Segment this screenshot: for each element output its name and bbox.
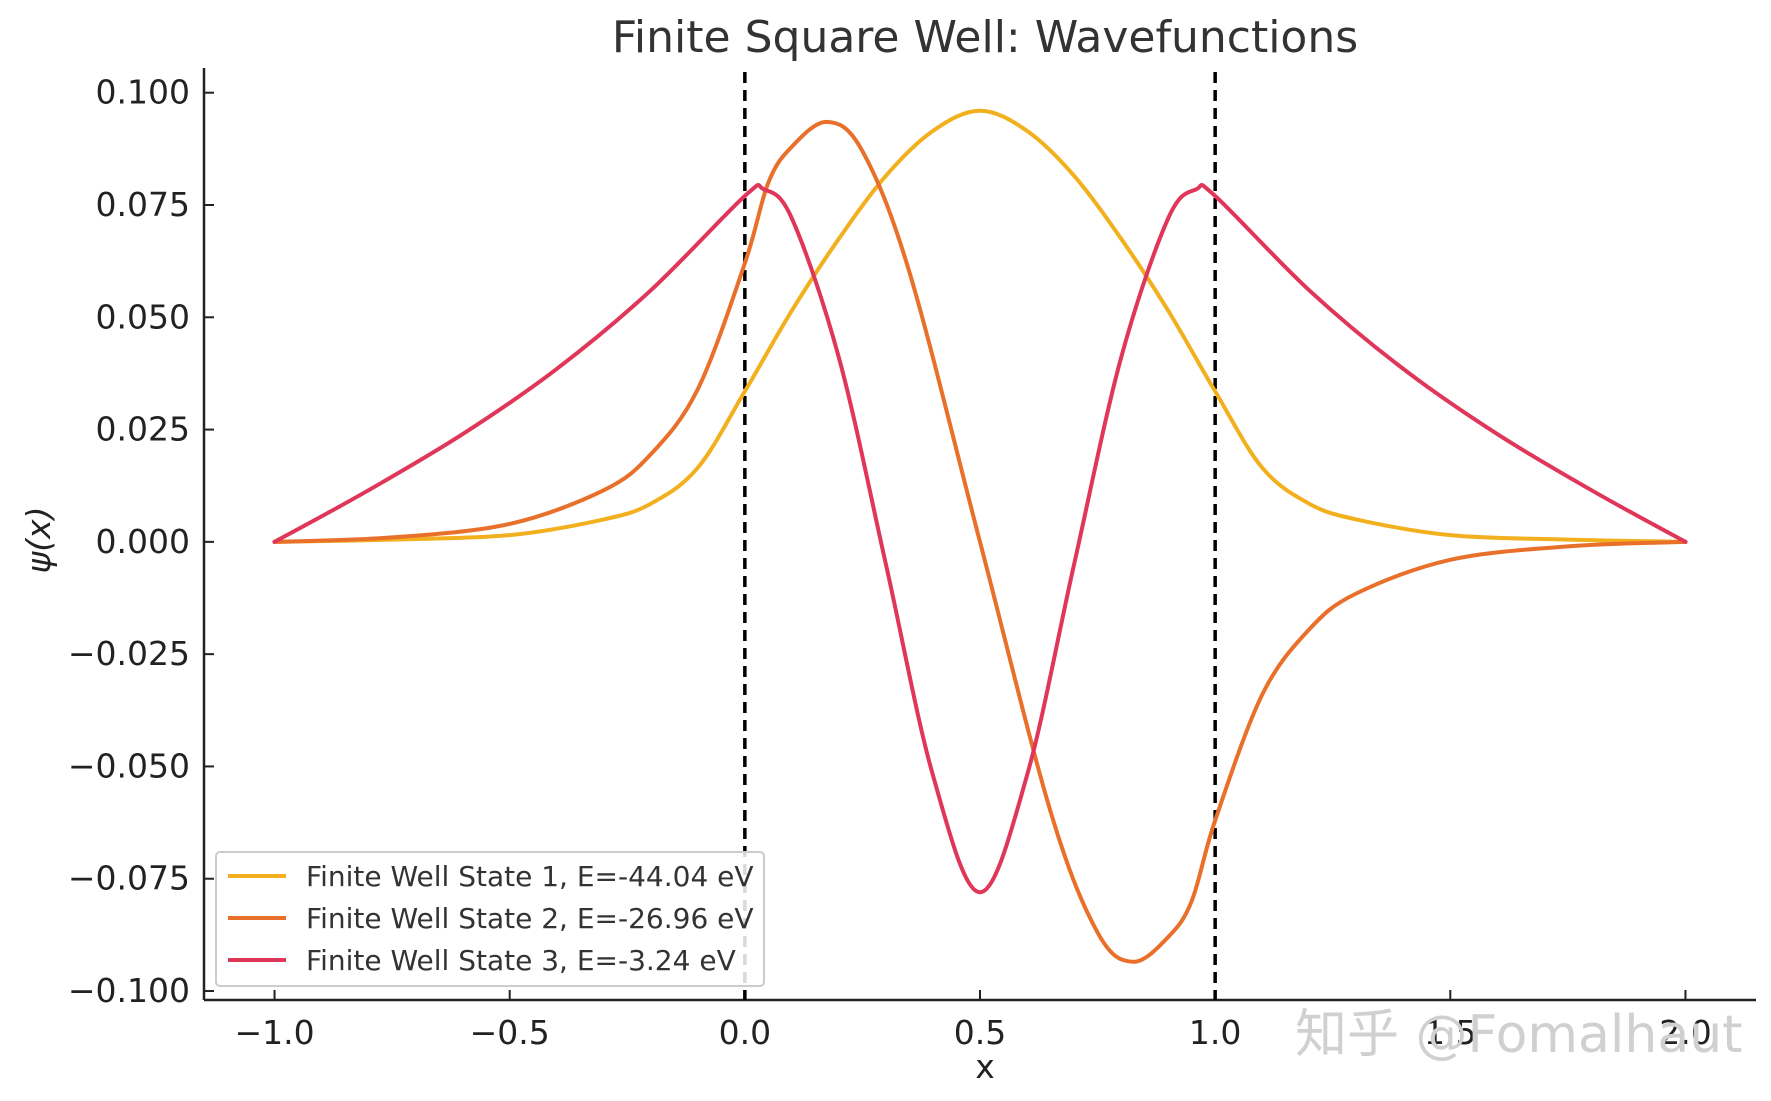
y-tick-label: −0.050 bbox=[68, 746, 190, 785]
chart-title: Finite Square Well: Wavefunctions bbox=[612, 12, 1358, 63]
legend-label: Finite Well State 2, E=-26.96 eV bbox=[306, 902, 754, 935]
y-axis-ticks: 0.100 0.075 0.050 0.025 0.000 −0.025 −0.050 −0.… bbox=[68, 73, 214, 1010]
watermark: 知乎 @Fomalhaut bbox=[1295, 1005, 1743, 1065]
y-tick-label: −0.025 bbox=[68, 634, 190, 673]
y-axis-label: ψ(x) bbox=[19, 506, 58, 573]
x-tick-label: 0.0 bbox=[719, 1013, 771, 1052]
legend-box bbox=[215, 851, 765, 987]
series-line-state-2 bbox=[272, 119, 1688, 964]
x-axis-ticks: −1.0 −0.5 0.0 0.5 1.0 1.5 2.0 bbox=[234, 990, 1712, 1052]
y-tick-label: 0.075 bbox=[96, 185, 190, 224]
series-lines bbox=[272, 108, 1688, 964]
well-boundaries bbox=[743, 72, 1217, 1000]
y-tick-label: 0.025 bbox=[96, 410, 190, 449]
x-tick-label: 1.5 bbox=[1424, 1013, 1476, 1052]
y-tick-label: 0.000 bbox=[96, 522, 190, 561]
x-axis-label: x bbox=[975, 1047, 995, 1086]
legend: Finite Well State 1, E=-44.04 eV Finite W… bbox=[215, 851, 765, 987]
x-tick-label: −0.5 bbox=[470, 1013, 550, 1052]
y-tick-label: 0.050 bbox=[96, 297, 190, 336]
legend-label: Finite Well State 1, E=-44.04 eV bbox=[306, 860, 754, 893]
x-tick-label: 2.0 bbox=[1659, 1013, 1711, 1052]
legend-label: Finite Well State 3, E=-3.24 eV bbox=[306, 944, 736, 977]
y-tick-label: −0.075 bbox=[68, 859, 190, 898]
y-tick-label: −0.100 bbox=[68, 971, 190, 1010]
x-tick-label: 0.5 bbox=[954, 1013, 1006, 1052]
series-line-state-3 bbox=[272, 182, 1688, 895]
x-tick-label: −1.0 bbox=[234, 1013, 314, 1052]
series-line-state-1 bbox=[272, 108, 1688, 544]
x-tick-label: 1.0 bbox=[1189, 1013, 1241, 1052]
y-tick-label: 0.100 bbox=[96, 73, 190, 112]
